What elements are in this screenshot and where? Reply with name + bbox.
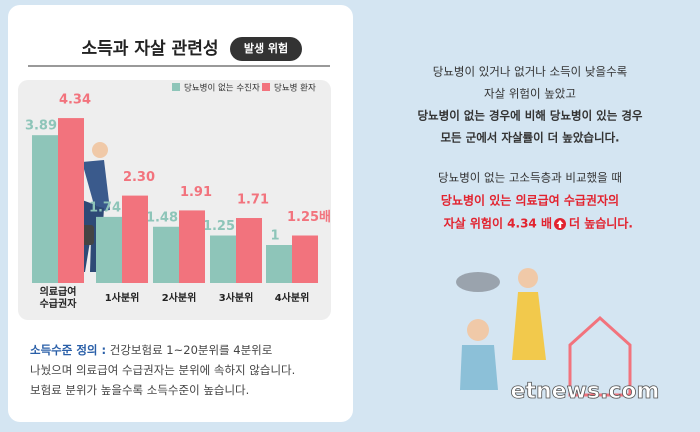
bar <box>58 118 84 283</box>
bar <box>266 245 292 283</box>
bar <box>210 235 236 283</box>
value-label: 1.91 <box>180 185 212 200</box>
summary-highlight: 자살 위험이 4.34 배 <box>444 216 552 231</box>
legend-swatch <box>172 83 180 91</box>
summary-line: 당뇨병이 없는 고소득층과 비교했을 때 <box>438 171 622 185</box>
bar <box>236 218 262 283</box>
bar <box>153 226 179 283</box>
bar <box>122 195 148 283</box>
bar <box>32 135 58 283</box>
summary-line: 자살 위험이 높았고 <box>484 87 576 101</box>
x-tick-label: 2사분위 <box>161 293 197 304</box>
legend-label: 당뇨병 환자 <box>274 83 316 94</box>
value-label: 1.48 <box>146 210 178 225</box>
summary-icon <box>554 218 566 230</box>
value-label: 4.34 <box>59 93 91 108</box>
value-label: 1.25배 <box>287 209 331 225</box>
badge-bg <box>230 37 302 61</box>
value-label: 1.25 <box>203 219 235 234</box>
x-tick-label: 의료급여 수급권자 <box>39 287 77 310</box>
summary-line: 당뇨병이 없는 경우에 비해 당뇨병이 있는 경우 <box>417 109 642 123</box>
summary-line: 모든 군에서 자살률이 더 높았습니다. <box>440 131 619 145</box>
value-label: 1 <box>270 229 279 244</box>
people-illustration <box>456 268 632 397</box>
value-label: 1.71 <box>237 193 269 208</box>
summary-highlight: 당뇨병이 있는 의료급여 수급권자의 <box>441 193 619 208</box>
value-label: 1.74 <box>89 200 121 215</box>
badge: 발생 위험 <box>244 41 288 55</box>
chart-title: 소득과 자살 관련성 <box>82 39 219 59</box>
x-tick-label: 4사분위 <box>274 293 310 304</box>
definition-text: 건강보험료 1~20분위를 4분위로 <box>109 343 273 357</box>
bar <box>179 210 205 283</box>
watermark: etnews.com <box>511 379 660 404</box>
value-label: 2.30 <box>123 170 155 185</box>
value-label: 3.89 <box>25 119 57 134</box>
legend-swatch <box>262 83 270 91</box>
bar <box>96 216 122 283</box>
summary-line: 당뇨병이 있거나 없거나 소득이 낮을수록 <box>433 65 627 79</box>
x-tick-label: 1사분위 <box>104 293 140 304</box>
definition-label: 소득수준 정의 : <box>30 343 107 357</box>
summary-highlight: 더 높습니다. <box>569 216 633 231</box>
definition-line: 소득수준 정의 : 건강보험료 1~20분위를 4분위로 <box>30 342 272 358</box>
definition-text: 나눴으며 의료급여 수급권자는 분위에 속하지 않습니다. <box>30 363 296 377</box>
bar <box>292 235 318 283</box>
x-tick-label: 3사분위 <box>218 293 254 304</box>
definition-text: 보험료 분위가 높을수록 소득수준이 높습니다. <box>30 383 250 397</box>
legend-label: 당뇨병이 없는 수진자 <box>184 83 260 94</box>
